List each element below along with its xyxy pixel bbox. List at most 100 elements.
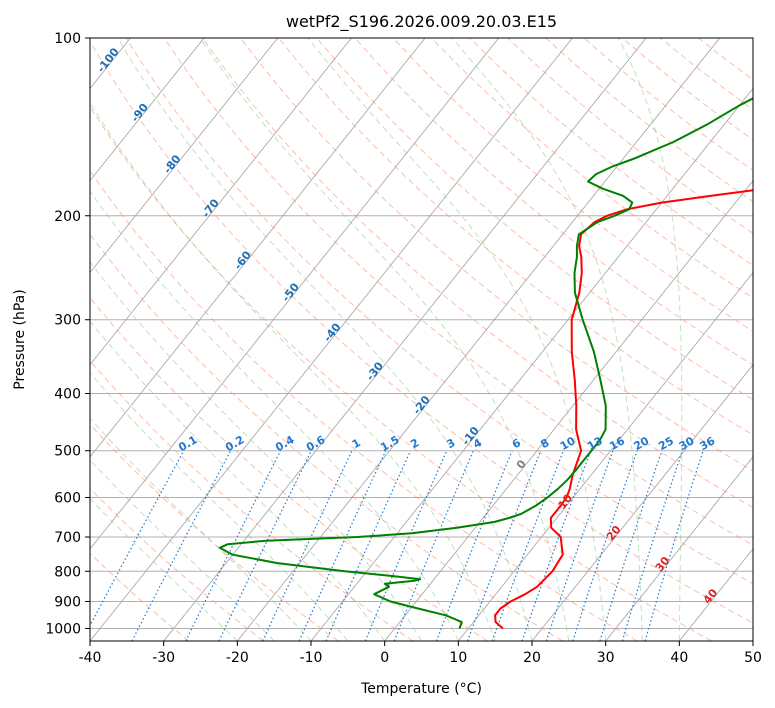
dry-adiabat [201, 38, 753, 509]
mixing-ratio-label: 8 [538, 436, 551, 451]
dry-adiabat [430, 38, 753, 299]
moist-adiabat [90, 459, 275, 641]
isotherm-label: -40 [321, 320, 344, 344]
isotherm-label: -70 [199, 196, 222, 220]
dry-adiabat [90, 296, 488, 641]
axis-ticks: -40 -30 -20 -10 0 10 20 30 40 5010020030040050060… [45, 31, 762, 666]
moist-adiabat [90, 261, 422, 641]
isotherm-label: 0 [514, 457, 529, 471]
isotherm-line [90, 38, 205, 182]
sounding-series [218, 97, 753, 630]
mixing-ratio-line [491, 450, 565, 641]
moist-adiabat [90, 320, 386, 641]
isotherm-line [90, 38, 279, 274]
y-tick-label: 500 [54, 444, 81, 460]
isotherm-line [0, 38, 57, 641]
dry-adiabat [392, 38, 753, 332]
isotherm-line [531, 364, 753, 641]
mixing-ratio-label: 2 [408, 436, 421, 451]
isotherm-line [752, 640, 753, 641]
moist-adiabat [307, 38, 607, 641]
isotherm-line [310, 87, 753, 641]
mixing-ratio-line [621, 450, 683, 641]
plot-frame [89, 37, 754, 642]
dry-adiabat [507, 38, 753, 234]
isotherm-label: 40 [701, 586, 721, 606]
mixing-ratio-line [90, 450, 185, 627]
dry-adiabat [354, 38, 753, 366]
x-tick-label: -20 [226, 650, 249, 666]
isotherm-line [384, 179, 753, 641]
moist-adiabat [617, 38, 683, 641]
dry-adiabat [90, 40, 753, 624]
y-tick-label: 1000 [45, 621, 81, 637]
mixing-ratio-label: 3 [444, 436, 457, 451]
dry-adiabat [125, 38, 753, 585]
moist-adiabat [451, 38, 643, 641]
x-axis-label: Temperature (°C) [360, 681, 482, 697]
x-tick-label: 30 [597, 650, 615, 666]
x-tick-label: 0 [380, 650, 389, 666]
mixing-ratio-line [218, 450, 312, 641]
dry-adiabat [90, 233, 563, 641]
mixing-ratio-line [644, 450, 704, 641]
x-tick-label: 20 [523, 650, 541, 666]
mixing-ratio-line [466, 450, 542, 641]
dry-adiabat [469, 38, 753, 266]
dry-adiabat [163, 38, 753, 546]
moist-adiabat [90, 372, 349, 641]
y-tick-label: 800 [54, 564, 81, 580]
background-lines [0, 38, 753, 641]
mixing-ratio-line [325, 450, 412, 641]
x-tick-label: 10 [449, 650, 467, 666]
dry-adiabat [316, 38, 753, 401]
isotherm-line [679, 548, 753, 641]
isotherm-label: -50 [279, 280, 302, 304]
mixing-ratio-line [572, 450, 638, 641]
mixing-ratio-line [599, 450, 663, 641]
dry-adiabat [90, 170, 638, 641]
dry-adiabat [583, 38, 753, 172]
y-tick-label: 600 [54, 490, 81, 506]
mixing-ratio-line [298, 450, 387, 641]
mixing-ratio-line [521, 450, 592, 641]
isotherm-line [90, 38, 500, 550]
isotherm-label: -100 [94, 45, 121, 75]
mixing-ratio-line [185, 450, 282, 641]
moist-adiabat [90, 101, 496, 641]
y-tick-label: 200 [54, 209, 81, 225]
isotherm-line [605, 456, 753, 641]
y-axis-label: Pressure (hPa) [12, 289, 28, 389]
dry-adiabat [90, 360, 414, 641]
mixing-ratio-label: 6 [510, 436, 523, 451]
isotherm-line [163, 38, 647, 641]
dry-adiabat [659, 38, 753, 111]
x-tick-label: 40 [670, 650, 688, 666]
y-tick-label: 100 [54, 31, 81, 47]
mixing-ratio-line [393, 450, 474, 641]
mixing-ratio-label: 1 [350, 436, 363, 451]
dry-adiabat [545, 38, 753, 203]
moist-adiabat [117, 38, 533, 641]
mixing-ratio-line [545, 450, 614, 641]
isotherm-label: 20 [604, 523, 624, 543]
x-tick-label: 50 [744, 650, 762, 666]
dewpoint-profile [218, 97, 753, 629]
y-tick-label: 300 [54, 313, 81, 329]
mixing-ratio-line [435, 450, 513, 641]
isotherm-label: -60 [231, 248, 254, 272]
isotherm-line [90, 38, 426, 458]
dry-adiabat [90, 106, 712, 641]
y-tick-label: 900 [54, 594, 81, 610]
isotherm-label: -30 [364, 359, 387, 383]
isotherm-label: -90 [129, 101, 152, 125]
x-tick-label: -30 [152, 650, 175, 666]
y-tick-label: 400 [54, 387, 81, 403]
x-tick-label: -10 [300, 650, 323, 666]
chart-title: wetPf2_S196.2026.009.20.03.E15 [286, 12, 557, 32]
dry-adiabat [90, 423, 339, 641]
x-tick-label: -40 [79, 650, 102, 666]
mixing-ratio-line [262, 450, 353, 641]
mixing-ratio-line [364, 450, 448, 641]
